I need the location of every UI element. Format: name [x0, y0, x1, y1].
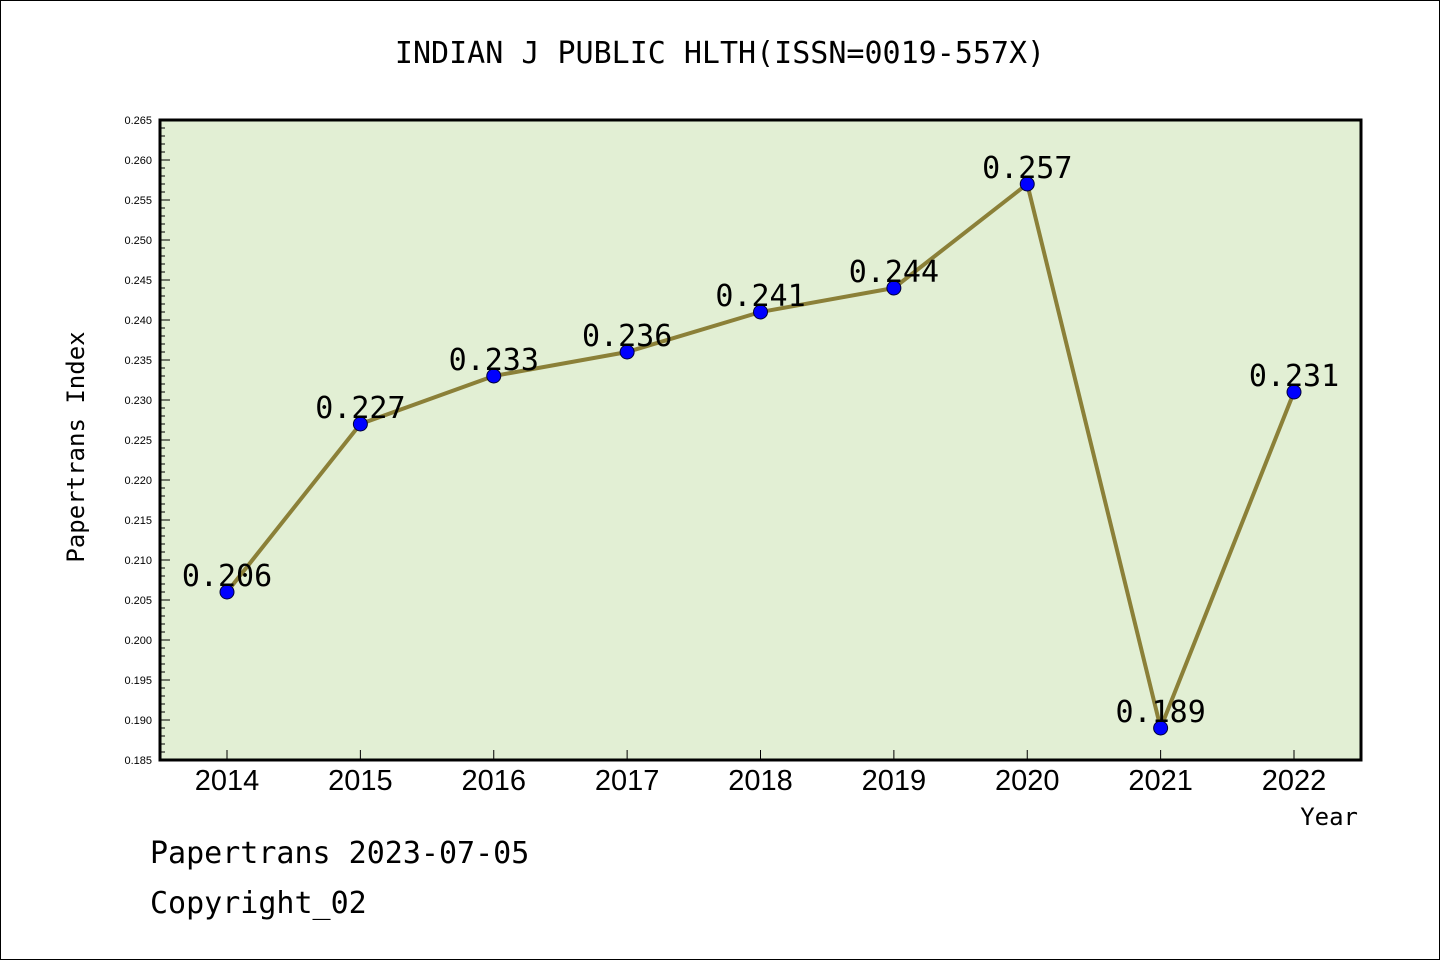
- x-tick-label: 2022: [1262, 765, 1327, 797]
- y-tick-label: 0.205: [124, 595, 152, 607]
- data-label: 0.231: [1249, 359, 1339, 394]
- x-tick-label: 2015: [328, 765, 393, 797]
- data-label: 0.257: [982, 151, 1072, 186]
- y-tick-label: 0.240: [124, 315, 152, 327]
- data-label: 0.241: [715, 279, 805, 314]
- x-axis-label: Year: [1300, 803, 1358, 831]
- y-tick-label: 0.265: [124, 115, 152, 127]
- y-tick-label: 0.245: [124, 275, 152, 287]
- y-tick-label: 0.195: [124, 675, 152, 687]
- y-tick-label: 0.250: [124, 235, 152, 247]
- data-point: [886, 280, 902, 296]
- y-tick-label: 0.185: [124, 755, 152, 767]
- data-label: 0.227: [315, 391, 405, 426]
- y-tick-label: 0.255: [124, 195, 152, 207]
- y-tick-label: 0.260: [124, 155, 152, 167]
- x-tick-label: 2018: [728, 765, 793, 797]
- data-point: [1019, 176, 1035, 192]
- y-axis: 0.185 0.190 0.195 0.200 0.205 0.210 0.215 0.220…: [124, 115, 170, 767]
- x-axis: 2014 2015 2016 2017 2018 2019 2020 2021 2022: [195, 750, 1327, 797]
- x-tick-label: 2016: [461, 765, 526, 797]
- data-point: [1153, 720, 1169, 736]
- data-label: 0.189: [1115, 695, 1205, 730]
- y-tick-label: 0.190: [124, 715, 152, 727]
- y-tick-label: 0.215: [124, 515, 152, 527]
- data-label: 0.233: [449, 343, 539, 378]
- y-tick-label: 0.230: [124, 395, 152, 407]
- data-point: [352, 416, 368, 432]
- x-tick-label: 2019: [862, 765, 927, 797]
- x-tick-label: 2020: [995, 765, 1060, 797]
- y-tick-label: 0.200: [124, 635, 152, 647]
- y-tick-label: 0.220: [124, 475, 152, 487]
- data-label: 0.206: [182, 559, 272, 594]
- data-point: [619, 344, 635, 360]
- data-point: [753, 304, 768, 320]
- y-tick-label: 0.225: [124, 435, 152, 447]
- chart-title: INDIAN J PUBLIC HLTH(ISSN=0019-557X): [394, 36, 1046, 71]
- y-tick-label: 0.235: [124, 355, 152, 367]
- footer-date: Papertrans 2023-07-05: [150, 836, 530, 871]
- data-point: [219, 584, 235, 600]
- x-tick-label: 2021: [1128, 765, 1193, 797]
- footer-copyright: Copyright_02: [150, 886, 367, 921]
- data-point: [486, 368, 502, 384]
- data-label: 0.244: [849, 255, 939, 290]
- y-axis-label: Papertrans Index: [62, 331, 90, 562]
- series-papertrans-index: 0.206 0.227 0.233 0.236 0.241 0.244 0.257 0.189…: [182, 151, 1339, 736]
- data-label: 0.236: [582, 319, 672, 354]
- data-point: [1286, 384, 1302, 400]
- y-tick-label: 0.210: [124, 555, 152, 567]
- plot-area: [160, 120, 1361, 760]
- x-tick-label: 2014: [195, 765, 260, 797]
- x-tick-label: 2017: [595, 765, 660, 797]
- plot-border: [158, 118, 1363, 762]
